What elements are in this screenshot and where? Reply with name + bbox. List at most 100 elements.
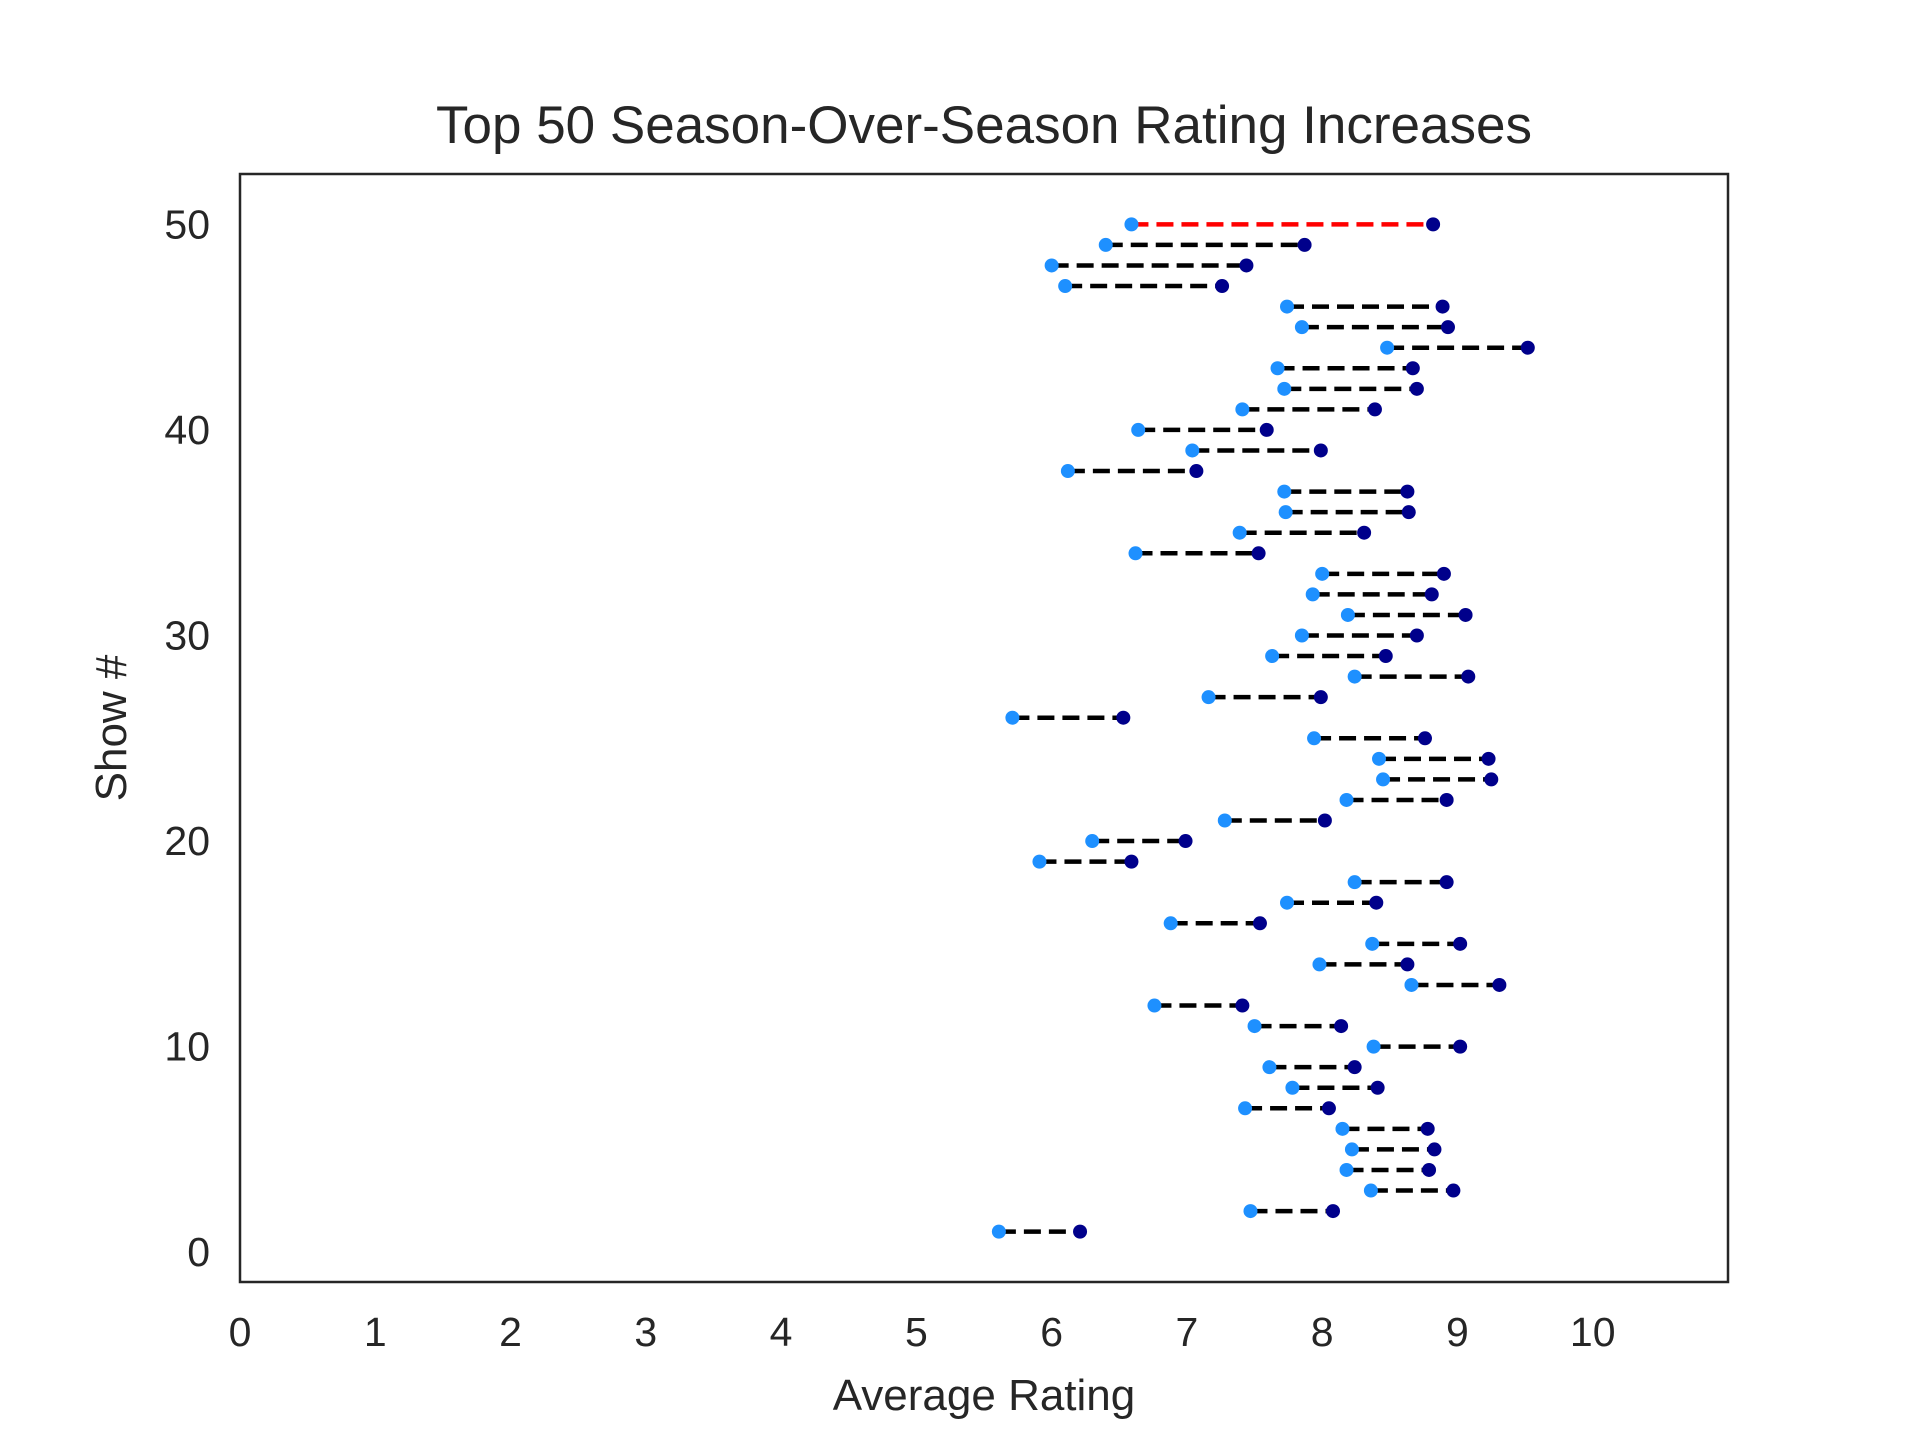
start-rating-point — [1376, 772, 1391, 787]
plot-frame — [238, 172, 1730, 1284]
start-rating-point — [1278, 505, 1293, 520]
start-rating-point — [1339, 792, 1354, 807]
x-axis-label: Average Rating — [833, 1371, 1136, 1420]
x-tick-label: 4 — [770, 1309, 793, 1355]
end-rating-point — [1178, 834, 1193, 849]
end-rating-point — [1370, 1080, 1385, 1095]
end-rating-point — [1439, 792, 1454, 807]
start-rating-point — [1131, 422, 1146, 437]
x-tick-label: 1 — [364, 1309, 387, 1355]
y-tick-label: 20 — [164, 818, 210, 864]
start-rating-point — [1363, 1183, 1378, 1198]
y-tick-label: 0 — [187, 1229, 210, 1275]
start-rating-point — [1380, 340, 1395, 355]
end-rating-point — [1481, 751, 1496, 766]
end-rating-point — [1073, 1224, 1088, 1239]
x-tick-label: 6 — [1040, 1309, 1063, 1355]
end-rating-point — [1453, 936, 1468, 951]
start-rating-point — [991, 1224, 1006, 1239]
end-rating-point — [1400, 484, 1415, 499]
y-tick-labels: 0 10 20 30 40 50 — [164, 201, 210, 1275]
end-rating-point — [1367, 402, 1382, 417]
end-rating-point — [1435, 299, 1450, 314]
end-rating-point — [1116, 710, 1131, 725]
end-rating-point — [1215, 279, 1230, 294]
end-rating-point — [1357, 525, 1372, 540]
start-rating-point — [1347, 669, 1362, 684]
start-rating-point — [1285, 1080, 1300, 1095]
start-rating-point — [1270, 361, 1285, 376]
end-rating-point — [1409, 381, 1424, 396]
start-rating-point — [1232, 525, 1247, 540]
start-rating-point — [1185, 443, 1200, 458]
end-rating-point — [1458, 607, 1473, 622]
x-tick-label: 9 — [1446, 1309, 1469, 1355]
end-rating-point — [1424, 587, 1439, 602]
start-rating-point — [1005, 710, 1020, 725]
start-rating-point — [1312, 957, 1327, 972]
x-tick-label: 2 — [499, 1309, 522, 1355]
start-rating-point — [1305, 587, 1320, 602]
start-rating-point — [1247, 1019, 1262, 1034]
end-rating-point — [1461, 669, 1476, 684]
start-rating-point — [1124, 217, 1139, 232]
end-rating-point — [1492, 977, 1507, 992]
end-rating-point — [1439, 875, 1454, 890]
start-rating-point — [1058, 279, 1073, 294]
end-rating-point — [1252, 916, 1267, 931]
end-rating-point — [1317, 813, 1332, 828]
end-rating-point — [1427, 1142, 1442, 1157]
start-rating-point — [1366, 1039, 1381, 1054]
chart-title: Top 50 Season-Over-Season Rating Increas… — [436, 96, 1532, 155]
start-rating-point — [1201, 690, 1216, 705]
start-rating-point — [1340, 607, 1355, 622]
end-rating-point — [1405, 361, 1420, 376]
start-rating-point — [1307, 731, 1322, 746]
end-rating-point — [1420, 1121, 1435, 1136]
start-rating-point — [1044, 258, 1059, 273]
start-rating-point — [1217, 813, 1232, 828]
start-rating-point — [1235, 402, 1250, 417]
end-rating-point — [1369, 895, 1384, 910]
end-rating-point — [1446, 1183, 1461, 1198]
end-rating-point — [1417, 731, 1432, 746]
start-rating-point — [1280, 299, 1295, 314]
end-rating-point — [1484, 772, 1499, 787]
end-rating-point — [1326, 1204, 1341, 1219]
end-rating-point — [1189, 464, 1204, 479]
x-tick-label: 5 — [905, 1309, 928, 1355]
start-rating-point — [1243, 1204, 1258, 1219]
end-rating-point — [1453, 1039, 1468, 1054]
end-rating-point — [1235, 998, 1250, 1013]
start-rating-point — [1365, 936, 1380, 951]
end-rating-point — [1239, 258, 1254, 273]
end-rating-point — [1347, 1060, 1362, 1075]
start-rating-point — [1371, 751, 1386, 766]
start-rating-point — [1404, 977, 1419, 992]
y-tick-label: 30 — [164, 612, 210, 658]
x-tick-label: 0 — [229, 1309, 252, 1355]
start-rating-point — [1085, 834, 1100, 849]
end-rating-point — [1378, 649, 1393, 664]
end-rating-point — [1259, 422, 1274, 437]
start-rating-point — [1262, 1060, 1277, 1075]
end-rating-point — [1251, 546, 1266, 561]
y-tick-label: 10 — [164, 1024, 210, 1070]
end-rating-point — [1426, 217, 1441, 232]
x-tick-label: 3 — [634, 1309, 657, 1355]
start-rating-point — [1294, 320, 1309, 335]
end-rating-point — [1436, 566, 1451, 581]
y-axis-label: Show # — [87, 654, 136, 801]
y-tick-label: 40 — [164, 407, 210, 453]
x-tick-label: 10 — [1570, 1309, 1616, 1355]
start-rating-point — [1128, 546, 1143, 561]
start-rating-point — [1347, 875, 1362, 890]
start-rating-point — [1339, 1162, 1354, 1177]
y-tick-label: 50 — [164, 201, 210, 247]
dumbbell-marks — [991, 217, 1535, 1239]
start-rating-point — [1147, 998, 1162, 1013]
end-rating-point — [1400, 957, 1415, 972]
start-rating-point — [1315, 566, 1330, 581]
end-rating-point — [1313, 690, 1328, 705]
x-tick-label: 8 — [1311, 1309, 1334, 1355]
